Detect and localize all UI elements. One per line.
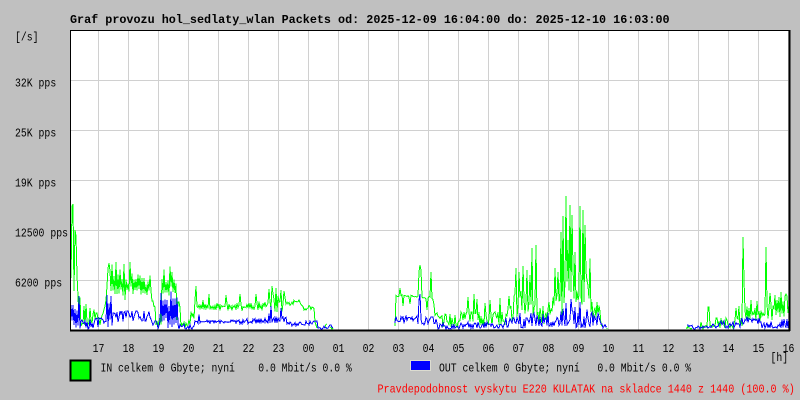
svg-text:13: 13 (693, 343, 705, 356)
svg-text:[h]: [h] (771, 352, 789, 365)
svg-text:25K pps: 25K pps (15, 128, 56, 141)
svg-text:12: 12 (663, 343, 675, 356)
svg-text:6200 pps: 6200 pps (15, 278, 62, 291)
svg-text:08: 08 (543, 343, 555, 356)
svg-text:19K pps: 19K pps (15, 178, 56, 191)
svg-text:OUT celkem 0 Gbyte; nyní 0.0: OUT celkem 0 Gbyte; nyní 0.0 Mbit/s 0.0 … (439, 363, 692, 376)
svg-text:06: 06 (483, 343, 495, 356)
svg-text:10: 10 (603, 343, 615, 356)
svg-text:11: 11 (633, 343, 645, 356)
svg-text:01: 01 (333, 343, 345, 356)
svg-text:12500 pps: 12500 pps (15, 228, 68, 241)
svg-text:04: 04 (423, 343, 435, 356)
svg-text:09: 09 (573, 343, 585, 356)
svg-text:00: 00 (303, 343, 315, 356)
svg-text:[/s]: [/s] (15, 32, 39, 45)
svg-text:07: 07 (513, 343, 525, 356)
svg-text:17: 17 (93, 343, 105, 356)
svg-text:14: 14 (723, 343, 735, 356)
svg-text:22: 22 (243, 343, 255, 356)
svg-text:23: 23 (273, 343, 285, 356)
svg-text:IN celkem 0 Gbyte; nyní 0.0: IN celkem 0 Gbyte; nyní 0.0 Mbit/s 0.0 % (101, 363, 353, 376)
svg-text:19: 19 (153, 343, 165, 356)
svg-text:Pravdepodobnost vyskytu E220 K: Pravdepodobnost vyskytu E220 KULATAK na … (378, 384, 795, 397)
svg-text:05: 05 (453, 343, 465, 356)
svg-text:20: 20 (183, 343, 195, 356)
svg-text:32K pps: 32K pps (15, 78, 56, 91)
svg-text:21: 21 (213, 343, 225, 356)
svg-text:02: 02 (363, 343, 375, 356)
svg-text:16: 16 (783, 343, 795, 356)
svg-text:18: 18 (123, 343, 135, 356)
svg-text:03: 03 (393, 343, 405, 356)
svg-text:15: 15 (753, 343, 765, 356)
svg-text:Graf provozu hol_sedlaty_wlan: Graf provozu hol_sedlaty_wlan Packets od… (70, 13, 670, 27)
